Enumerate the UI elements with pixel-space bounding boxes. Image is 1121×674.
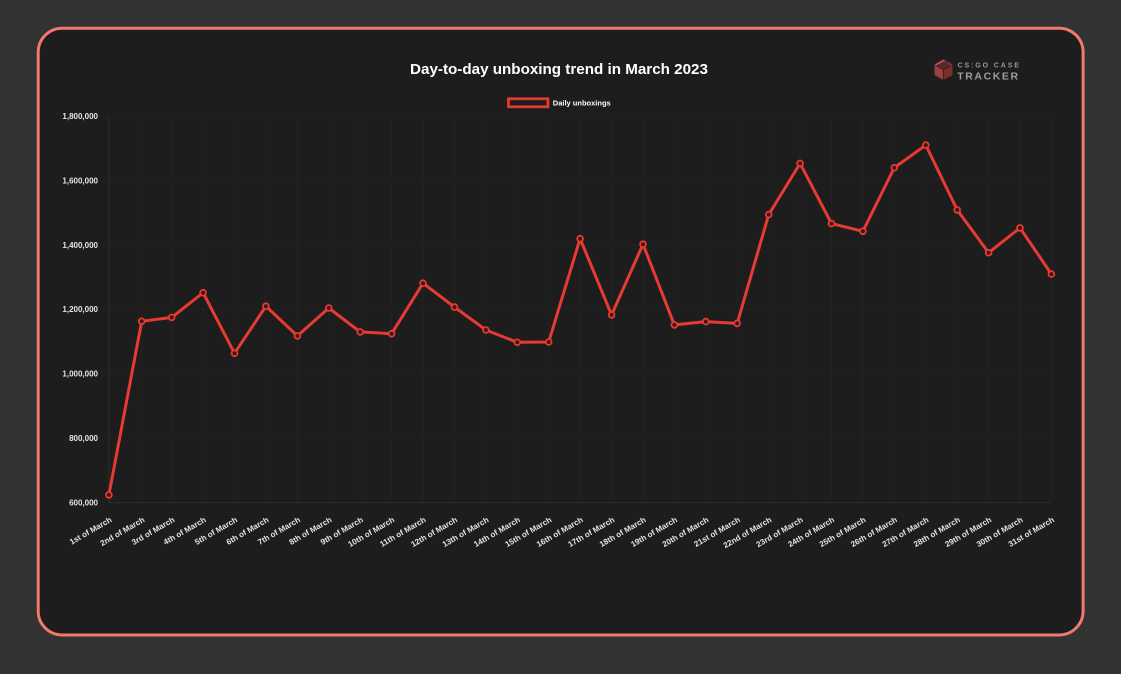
svg-text:600,000: 600,000 [69, 498, 98, 507]
svg-text:TRACKER: TRACKER [957, 70, 1020, 82]
svg-text:Daily unboxings: Daily unboxings [553, 99, 611, 108]
svg-text:1,000,000: 1,000,000 [62, 370, 98, 379]
svg-text:1,600,000: 1,600,000 [62, 176, 98, 185]
svg-text:1,200,000: 1,200,000 [62, 305, 98, 314]
svg-text:CS:GO CASE: CS:GO CASE [958, 63, 1021, 70]
svg-text:1,800,000: 1,800,000 [62, 112, 98, 121]
svg-text:1,400,000: 1,400,000 [62, 241, 98, 250]
svg-text:Day-to-day unboxing trend in M: Day-to-day unboxing trend in March 2023 [410, 61, 708, 78]
svg-text:800,000: 800,000 [69, 434, 98, 443]
